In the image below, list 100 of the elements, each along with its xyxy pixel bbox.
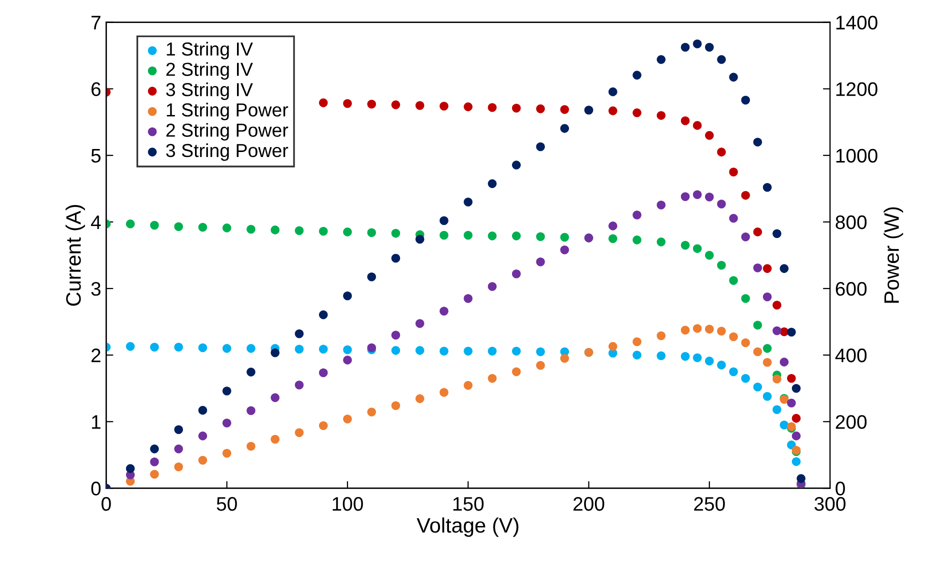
point <box>717 55 726 64</box>
point <box>270 226 280 234</box>
x-tick-label: 250 <box>694 497 725 511</box>
point <box>246 224 256 234</box>
point <box>294 226 304 235</box>
point <box>222 224 232 232</box>
point <box>787 328 796 337</box>
point <box>717 148 726 156</box>
point <box>391 228 400 238</box>
x-axis-title: Voltage (V) <box>416 517 518 537</box>
point <box>198 343 208 352</box>
point <box>294 428 304 438</box>
point <box>753 263 762 272</box>
point <box>150 470 159 479</box>
point <box>656 55 666 64</box>
point <box>692 121 702 130</box>
y2-tick-label: 0 <box>836 482 845 496</box>
point <box>741 96 750 105</box>
point <box>717 260 726 270</box>
point <box>536 361 545 370</box>
point <box>464 346 473 356</box>
x-tick-label: 50 <box>216 497 237 511</box>
point <box>270 348 280 358</box>
point <box>343 345 352 354</box>
y-tick-label: 4 <box>90 216 101 229</box>
point <box>222 418 232 428</box>
point <box>367 228 376 237</box>
point <box>632 108 642 118</box>
point <box>692 353 702 362</box>
point <box>704 356 714 366</box>
point <box>246 406 256 416</box>
point <box>753 347 762 356</box>
point <box>792 384 801 393</box>
point <box>488 179 497 188</box>
y-tick-label: 7 <box>92 16 100 30</box>
point <box>772 229 782 238</box>
point <box>692 40 702 48</box>
point <box>464 294 473 303</box>
legend-label: 3 String Power <box>166 143 288 161</box>
point <box>717 360 726 370</box>
point <box>294 380 304 390</box>
point <box>753 228 762 236</box>
point <box>741 338 750 348</box>
point <box>174 222 183 232</box>
point <box>692 324 702 333</box>
legend-label: 1 String IV <box>166 42 253 60</box>
point <box>198 406 208 415</box>
point <box>512 367 521 376</box>
point <box>440 306 448 316</box>
point <box>150 220 159 230</box>
point <box>343 99 352 108</box>
point <box>488 232 497 240</box>
point <box>536 232 545 241</box>
y2-tick-label: 1400 <box>836 16 878 30</box>
point <box>367 408 376 416</box>
point <box>680 352 690 361</box>
point <box>488 374 497 383</box>
point <box>560 232 570 242</box>
point <box>222 386 232 396</box>
point <box>656 331 666 340</box>
y-tick-label: 1 <box>92 415 100 429</box>
y2-tick-label: 1200 <box>836 82 878 96</box>
point <box>608 234 618 243</box>
point <box>440 230 448 240</box>
point <box>440 102 448 111</box>
point <box>787 374 796 383</box>
point <box>294 344 304 354</box>
point <box>632 70 642 80</box>
point <box>741 374 750 383</box>
point <box>318 421 328 430</box>
point <box>415 346 424 355</box>
point <box>656 200 666 210</box>
point <box>656 238 666 246</box>
point <box>704 192 714 202</box>
point <box>729 214 738 223</box>
point <box>343 356 352 364</box>
point <box>536 258 545 266</box>
point <box>464 198 473 206</box>
point <box>391 401 400 410</box>
point <box>415 394 424 404</box>
point <box>560 124 570 133</box>
point <box>729 72 738 82</box>
point <box>680 116 690 126</box>
point <box>792 432 801 440</box>
y-tick-label: 6 <box>92 82 101 96</box>
point <box>367 272 376 282</box>
point <box>246 368 256 376</box>
x-tick-label: 200 <box>574 497 604 511</box>
legend-label: 2 String IV <box>166 62 253 80</box>
point <box>246 344 256 353</box>
point <box>729 367 738 376</box>
point <box>222 344 232 353</box>
point <box>741 294 750 303</box>
point <box>150 342 159 352</box>
point <box>174 444 183 454</box>
point <box>270 434 280 444</box>
point <box>762 264 772 273</box>
legend-label: 2 String Power <box>166 123 288 141</box>
point <box>704 250 714 260</box>
point <box>343 414 352 424</box>
